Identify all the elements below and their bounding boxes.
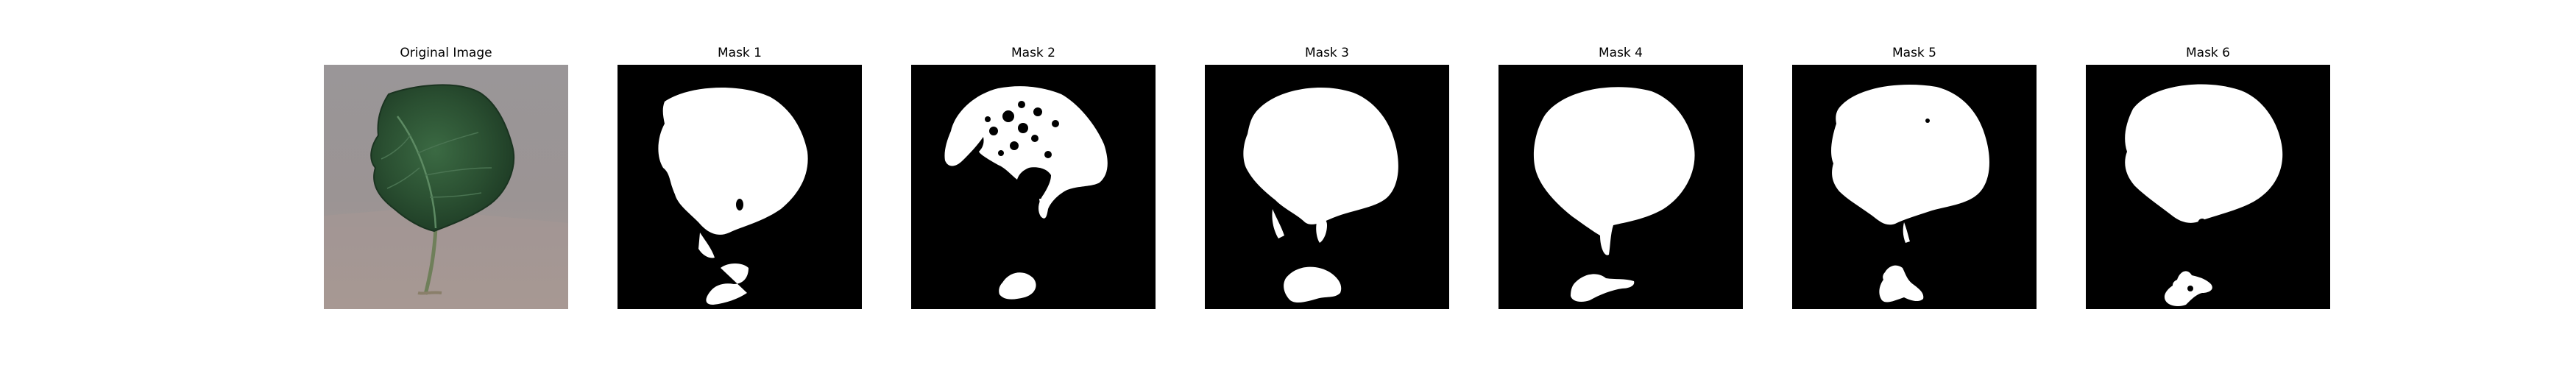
mask-4-panel: Mask 4 [1498, 44, 1743, 355]
original-image-panel: Original Image [324, 44, 568, 355]
mask-1-panel: Mask 1 [618, 44, 862, 355]
mask-5-image [1792, 65, 2037, 309]
original-image [324, 65, 568, 309]
mask-6-panel: Mask 6 [2086, 44, 2330, 355]
mask-6-image [2086, 65, 2330, 309]
mask-1-image [618, 65, 862, 309]
panel-title: Mask 2 [1011, 46, 1055, 60]
panel-title: Mask 6 [2185, 46, 2230, 60]
panel-title: Mask 3 [1304, 46, 1349, 60]
mask-3-panel: Mask 3 [1205, 44, 1449, 355]
mask-4-image [1498, 65, 1743, 309]
panel-title: Mask 4 [1598, 46, 1643, 60]
panel-title: Mask 5 [1892, 46, 1936, 60]
mask-2-image [911, 65, 1156, 309]
mask-5-panel: Mask 5 [1792, 44, 2037, 355]
mask-3-image [1205, 65, 1449, 309]
panel-title: Original Image [400, 46, 492, 60]
panel-title: Mask 1 [717, 46, 762, 60]
mask-2-panel: Mask 2 [911, 44, 1156, 355]
